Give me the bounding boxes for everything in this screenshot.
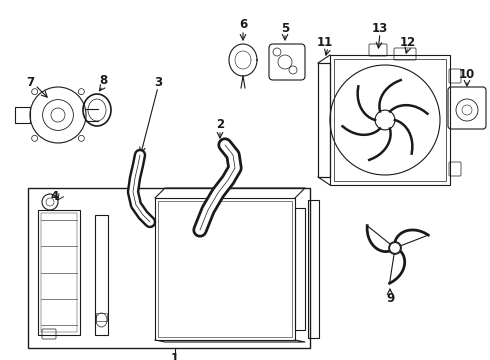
Text: 5: 5 xyxy=(281,22,289,35)
Circle shape xyxy=(390,243,400,253)
Text: 4: 4 xyxy=(51,190,59,203)
Text: 10: 10 xyxy=(459,68,475,81)
Text: 13: 13 xyxy=(372,22,388,35)
Bar xyxy=(155,198,295,340)
Bar xyxy=(330,55,450,185)
Circle shape xyxy=(389,242,401,254)
Bar xyxy=(95,215,108,335)
Text: 9: 9 xyxy=(386,292,394,305)
Text: 6: 6 xyxy=(239,18,247,31)
Bar xyxy=(295,208,305,330)
Bar xyxy=(318,63,330,177)
Bar xyxy=(158,201,292,337)
Text: 1: 1 xyxy=(171,351,179,360)
Bar xyxy=(96,313,107,321)
Bar xyxy=(28,188,310,348)
Text: 7: 7 xyxy=(26,76,34,89)
Bar xyxy=(334,59,446,181)
Bar xyxy=(41,213,77,332)
Bar xyxy=(38,210,80,335)
Text: 12: 12 xyxy=(400,36,416,49)
Text: 11: 11 xyxy=(317,36,333,49)
Bar xyxy=(318,63,330,177)
Text: 2: 2 xyxy=(216,118,224,131)
Bar xyxy=(308,200,319,338)
Text: 3: 3 xyxy=(154,76,162,89)
Text: 8: 8 xyxy=(99,75,107,87)
